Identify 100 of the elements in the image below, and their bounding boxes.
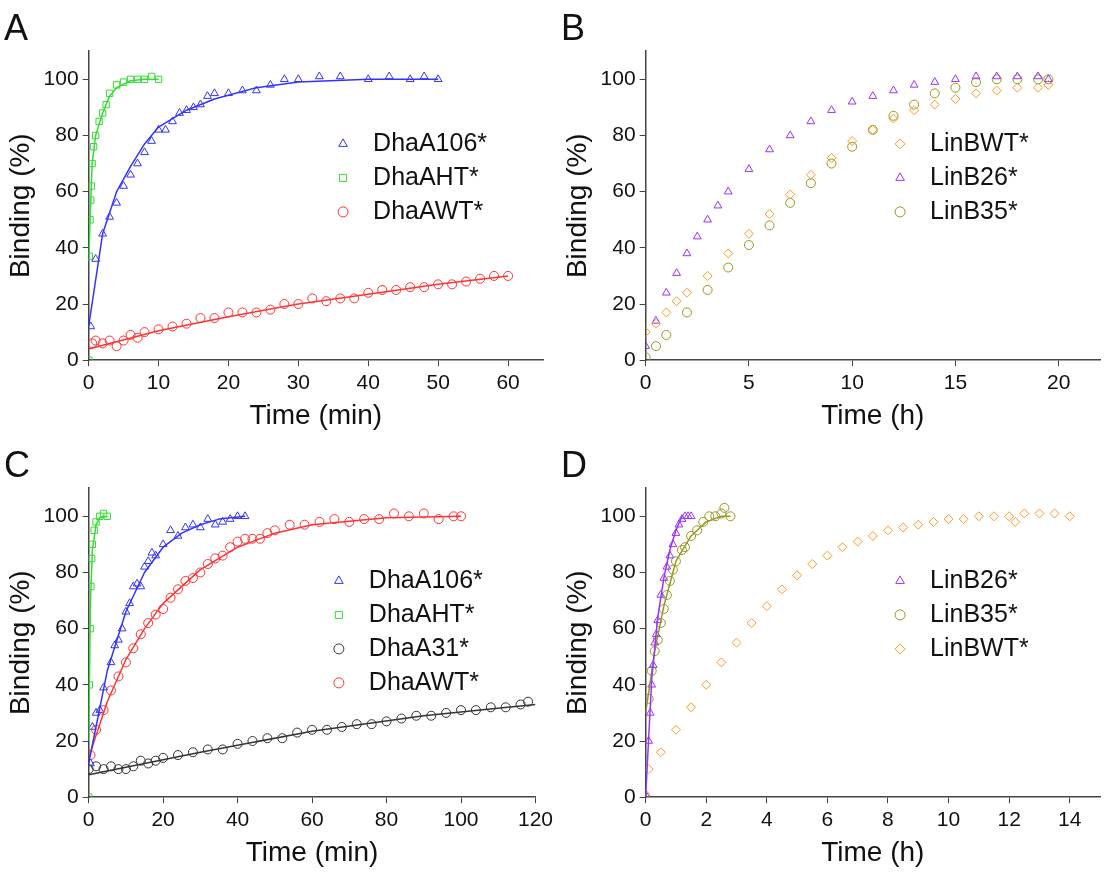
point xyxy=(723,262,734,273)
point xyxy=(433,74,443,83)
point xyxy=(950,82,961,93)
point xyxy=(485,702,496,713)
point xyxy=(126,169,135,178)
point xyxy=(764,209,775,220)
y-tick-label: 0 xyxy=(66,347,79,370)
point xyxy=(202,744,213,755)
point xyxy=(158,752,169,763)
point xyxy=(314,516,325,527)
point xyxy=(232,738,243,749)
point xyxy=(187,573,198,584)
point xyxy=(254,533,265,544)
point xyxy=(645,693,654,704)
point xyxy=(336,721,347,732)
point xyxy=(153,324,164,335)
point xyxy=(106,657,116,666)
point xyxy=(125,598,134,607)
point xyxy=(182,105,191,113)
x-tick-label: 10 xyxy=(146,369,171,393)
point xyxy=(140,75,149,83)
point xyxy=(826,158,837,169)
point xyxy=(133,158,142,167)
point xyxy=(210,553,221,564)
point xyxy=(988,511,999,522)
point xyxy=(203,514,213,522)
y-axis-title: Binding (%) xyxy=(560,133,592,279)
point xyxy=(677,514,687,522)
point xyxy=(166,525,175,534)
chart-title: D xyxy=(561,443,587,485)
point xyxy=(746,618,757,629)
point xyxy=(120,764,131,775)
point xyxy=(661,307,672,318)
point xyxy=(1012,82,1023,93)
point xyxy=(203,91,212,99)
point xyxy=(269,525,280,536)
point xyxy=(112,197,121,206)
point xyxy=(670,724,681,735)
point xyxy=(299,519,310,530)
point xyxy=(992,71,1002,80)
y-tick-label: 20 xyxy=(55,727,79,751)
point xyxy=(776,584,787,595)
point xyxy=(971,71,981,80)
point xyxy=(668,539,678,548)
point xyxy=(1010,516,1021,527)
point xyxy=(928,516,939,527)
y-tick-label: 60 xyxy=(612,178,636,202)
x-axis-title: Time (h) xyxy=(821,398,925,430)
point xyxy=(120,657,131,668)
point xyxy=(150,609,161,620)
y-tick-label: 60 xyxy=(55,178,79,202)
point xyxy=(930,77,940,85)
point xyxy=(653,615,663,623)
point xyxy=(154,124,163,133)
point xyxy=(661,287,671,296)
point xyxy=(503,270,514,281)
point xyxy=(991,74,1002,85)
y-tick-label: 80 xyxy=(55,559,79,583)
point xyxy=(217,744,228,755)
x-tick-label: 50 xyxy=(426,369,450,393)
point xyxy=(175,108,184,116)
point xyxy=(180,575,191,586)
point xyxy=(943,514,954,525)
point xyxy=(344,516,355,527)
point xyxy=(128,581,138,590)
point xyxy=(441,707,452,718)
point xyxy=(433,514,444,525)
point xyxy=(645,736,654,744)
point xyxy=(852,536,863,547)
y-axis-title: Binding (%) xyxy=(3,570,35,716)
point xyxy=(710,511,721,522)
point xyxy=(645,764,654,775)
y-tick-label: 100 xyxy=(600,66,636,90)
point xyxy=(247,736,258,747)
point xyxy=(702,270,713,281)
y-tick-label: 20 xyxy=(612,727,636,751)
point xyxy=(181,522,190,531)
point xyxy=(898,522,909,533)
point xyxy=(1049,508,1060,519)
y-tick-label: 100 xyxy=(43,503,79,527)
point xyxy=(158,603,169,614)
point xyxy=(662,561,672,570)
point xyxy=(140,147,149,156)
point xyxy=(210,519,220,528)
point xyxy=(785,130,795,139)
point xyxy=(1064,511,1075,522)
point xyxy=(456,511,467,522)
point xyxy=(118,335,129,346)
point xyxy=(950,93,961,104)
point xyxy=(91,707,101,716)
point xyxy=(240,511,250,520)
point xyxy=(140,561,149,570)
point xyxy=(279,74,289,83)
point xyxy=(111,341,122,352)
point xyxy=(181,318,192,329)
point xyxy=(384,71,394,80)
point xyxy=(173,530,183,539)
x-tick-label: 40 xyxy=(225,806,250,830)
point xyxy=(98,109,107,117)
point xyxy=(218,516,228,525)
